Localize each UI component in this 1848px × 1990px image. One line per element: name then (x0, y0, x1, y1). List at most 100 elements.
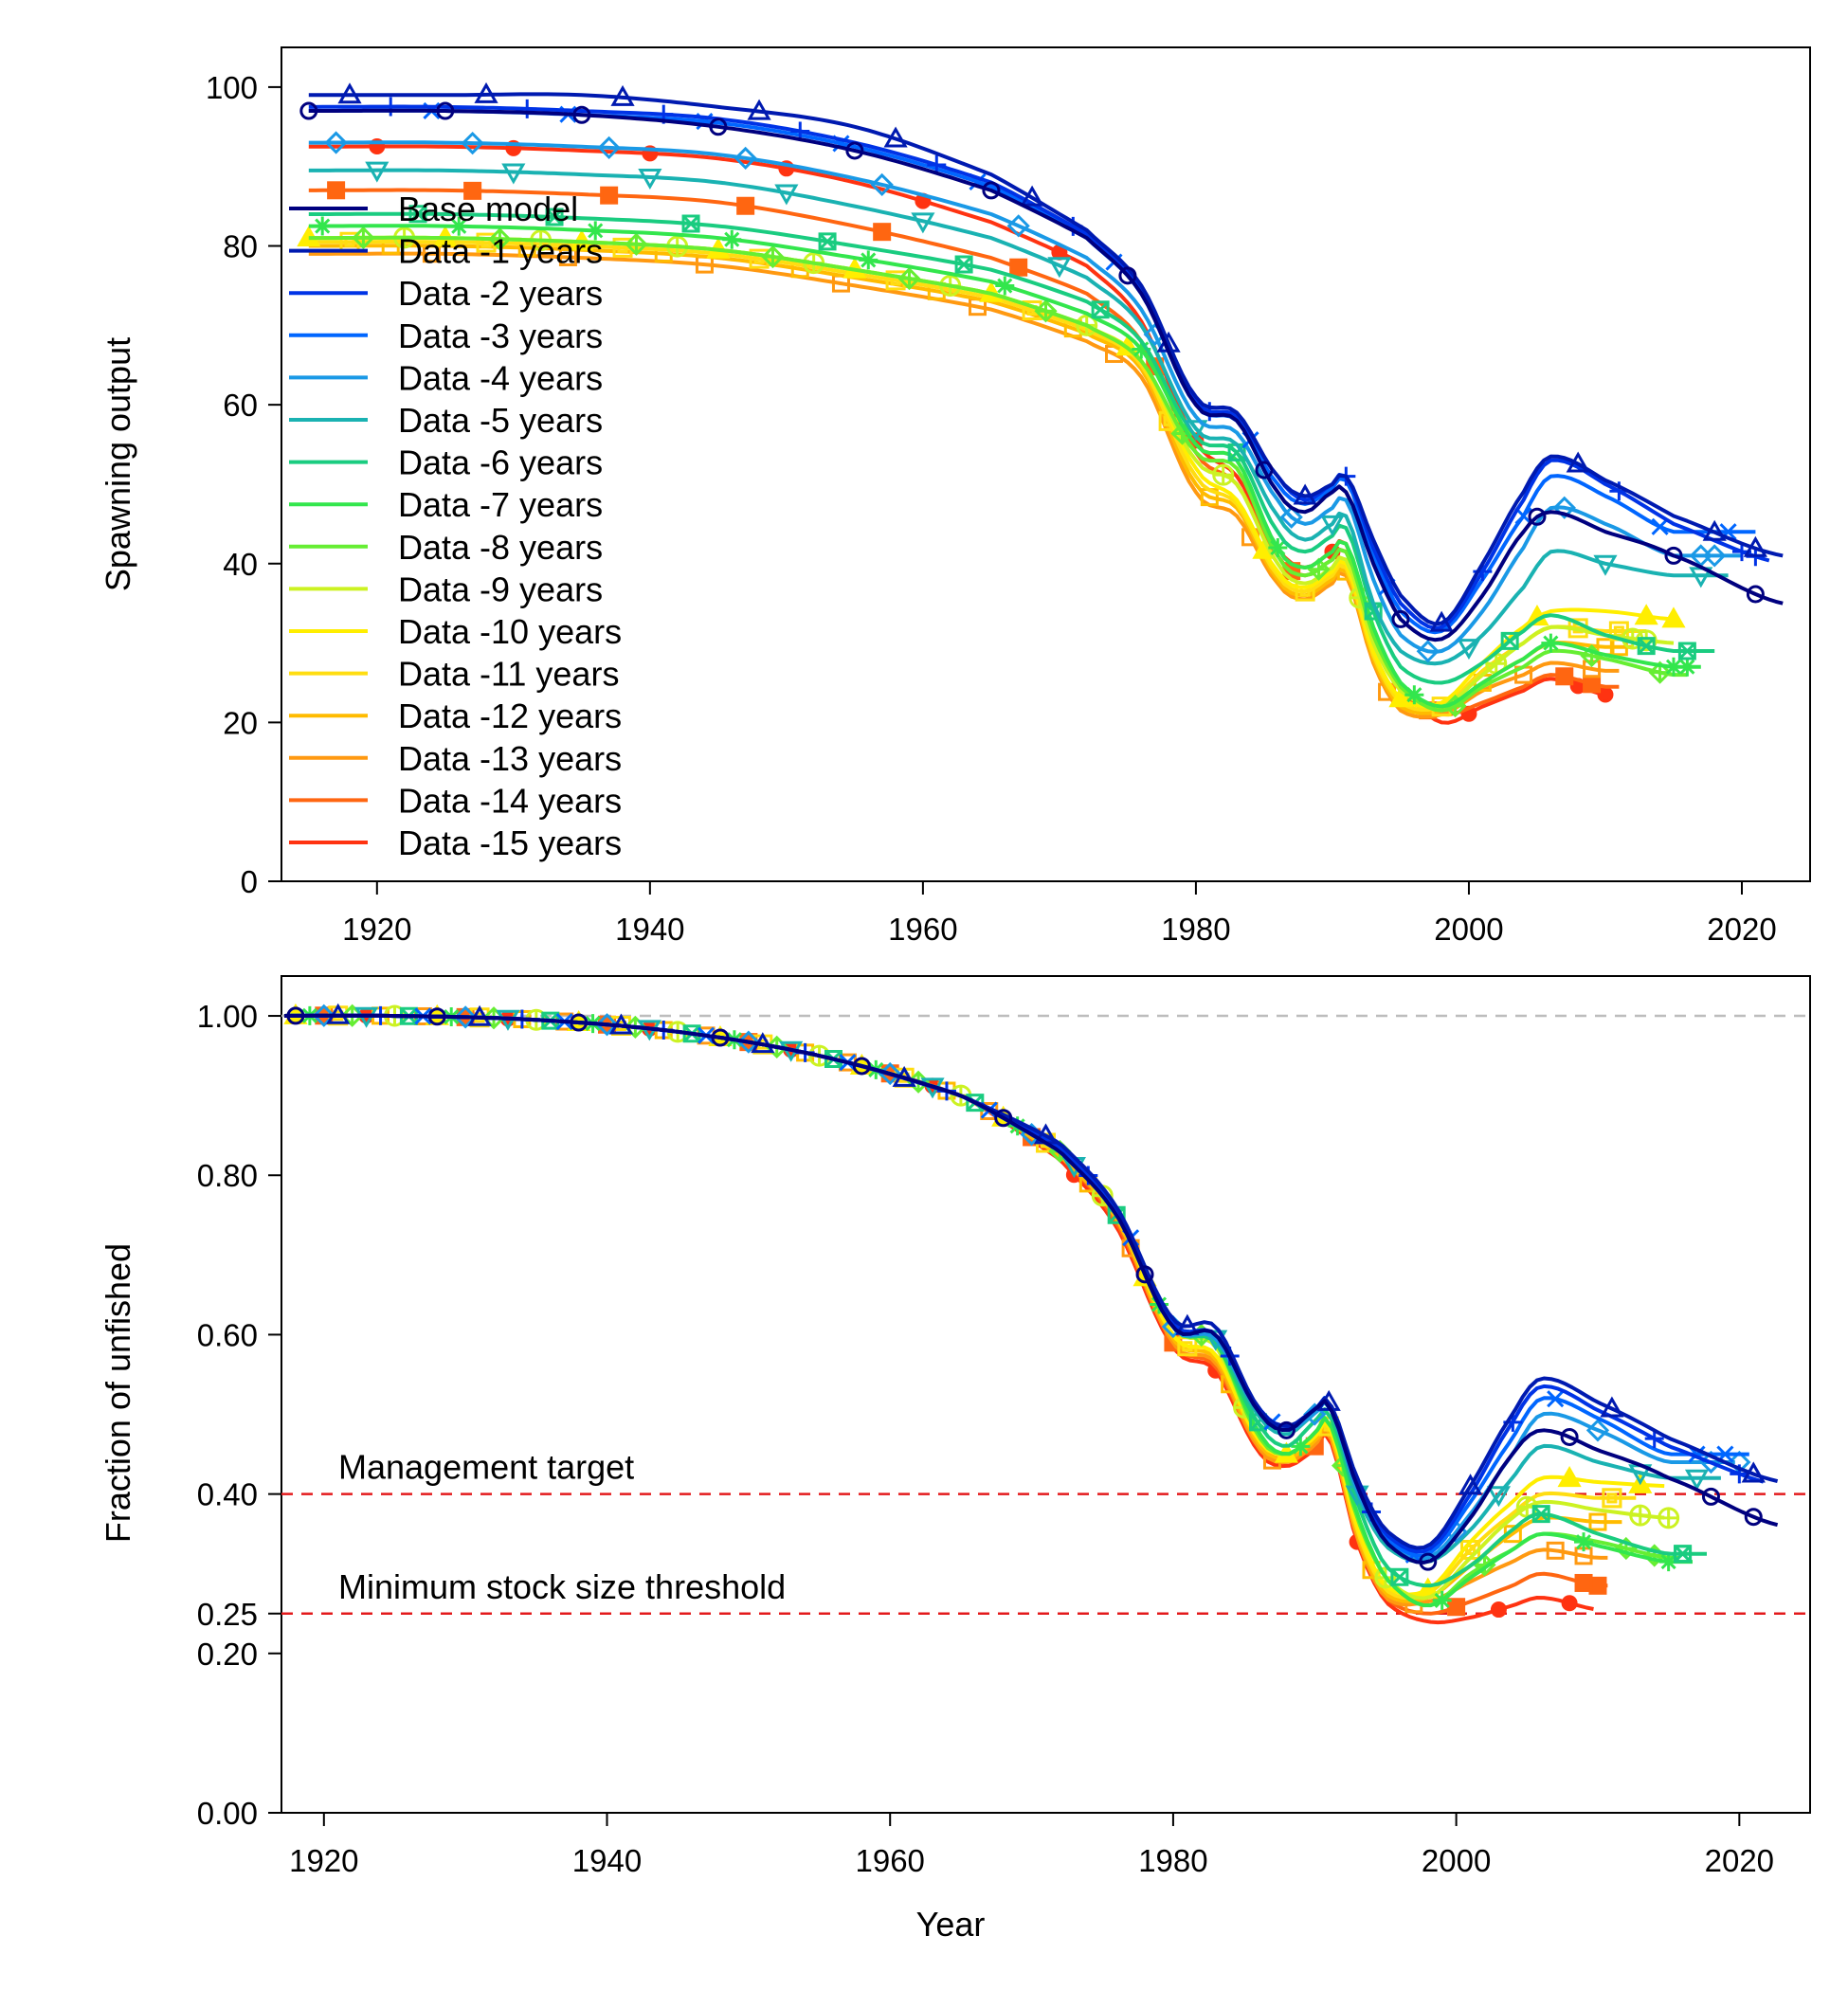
bottom-series-marker (312, 1004, 335, 1027)
top-series-marker (1020, 185, 1044, 207)
top-series-marker (1034, 299, 1058, 323)
top-series-marker (474, 81, 498, 103)
bottom-series-marker (1458, 1474, 1483, 1495)
top-series-marker (818, 232, 837, 251)
bottom-series-marker (286, 1006, 305, 1025)
top-series-marker (774, 184, 799, 206)
top-series-7 (308, 216, 1701, 709)
legend-item: Base model (289, 190, 578, 228)
bottom-series-marker (1390, 1567, 1409, 1586)
bottom-series-line (283, 1013, 1594, 1625)
top-series-marker (597, 136, 621, 160)
bottom-y-tick-label: 0.25 (197, 1597, 258, 1632)
top-series-marker (1500, 631, 1519, 650)
bottom-series-marker (570, 1013, 589, 1032)
top-y-tick-label: 20 (223, 705, 258, 740)
legend-label: Data -15 years (398, 823, 622, 862)
legend-item: Data -15 years (289, 823, 622, 862)
legend-item: Data -1 years (289, 232, 603, 271)
top-series-marker (517, 99, 537, 118)
top-series-marker (488, 227, 512, 251)
top-y-axis-label: Spawning output (99, 337, 137, 591)
legend-label: Data -6 years (398, 443, 603, 482)
bottom-series-marker (1432, 1590, 1452, 1610)
top-series-marker (873, 223, 892, 242)
top-series-marker (436, 101, 455, 120)
top-series-marker (995, 276, 1015, 296)
top-series-marker (1541, 633, 1561, 653)
legend-label: Data -2 years (398, 274, 603, 313)
top-series-marker (1583, 675, 1602, 694)
top-x-tick-label: 2000 (1434, 912, 1503, 947)
legend-item: Data -4 years (289, 358, 603, 397)
top-series-marker (572, 105, 591, 124)
reference-lines: Management target Minimum stock size thre… (281, 1014, 1810, 1616)
top-y-tick-label: 40 (223, 547, 258, 582)
bottom-series-marker (1629, 1504, 1652, 1527)
top-series-marker (1634, 604, 1658, 625)
bottom-y-tick-label: 0.60 (197, 1317, 258, 1352)
top-series-marker (610, 84, 635, 106)
top-series-marker (954, 255, 973, 274)
spawning-output-panel: 1920 1940 1960 1980 2000 2020 0 20 40 60 80 100 Ba… (99, 46, 1811, 947)
legend-item: Data -14 years (289, 781, 622, 820)
legend-label: Data -4 years (398, 358, 603, 397)
top-y-tick-label: 100 (206, 70, 258, 105)
top-series-marker (982, 181, 1001, 200)
top-series-marker (324, 131, 348, 154)
top-series-marker (1388, 686, 1413, 708)
bottom-series-line (283, 1013, 1622, 1603)
bottom-y-tick-label: 1.00 (197, 999, 258, 1034)
bottom-series-marker (1419, 1552, 1438, 1571)
top-series-marker (1320, 515, 1345, 536)
bottom-series-marker (1588, 1512, 1607, 1531)
top-series-line (308, 244, 1633, 715)
top-y-tick-label: 80 (223, 229, 258, 264)
legend-label: Data -8 years (398, 528, 603, 567)
legend-item: Data -7 years (289, 485, 603, 524)
bottom-y-tick-label: 0.80 (197, 1158, 258, 1193)
bottom-series-line (283, 1013, 1608, 1607)
top-series-marker (1006, 214, 1030, 238)
top-series-marker (1457, 639, 1481, 660)
legend-label: Data -5 years (398, 401, 603, 440)
bottom-series-marker (454, 1005, 478, 1029)
top-series-marker (1091, 300, 1110, 319)
legend-item: Data -2 years (289, 274, 603, 313)
top-series-marker (1416, 640, 1440, 663)
top-series-marker (1566, 451, 1590, 473)
top-series-marker (461, 131, 484, 155)
bottom-x-tick-label: 1960 (856, 1843, 925, 1878)
top-series-marker (1743, 535, 1767, 557)
top-series-marker (1677, 657, 1697, 677)
legend-item: Data -6 years (289, 443, 603, 482)
top-y-tick-label: 60 (223, 388, 258, 423)
top-series-marker (327, 181, 346, 200)
legend-label: Data -11 years (398, 655, 619, 694)
bottom-series-layer (283, 1003, 1779, 1625)
bottom-x-axis-label: Year (916, 1905, 986, 1944)
top-x-tick-label: 1940 (615, 912, 684, 947)
top-series-marker (1555, 667, 1574, 686)
top-series-marker (681, 214, 700, 233)
top-y-tick-label: 0 (241, 864, 258, 899)
top-series-marker (1664, 546, 1683, 565)
bottom-x-tick-label: 2000 (1422, 1843, 1491, 1878)
top-series-marker (1279, 505, 1303, 529)
bottom-series-marker (1490, 1601, 1507, 1619)
top-series-marker (1677, 642, 1696, 660)
top-series-marker (1132, 339, 1151, 359)
top-series-marker (638, 168, 662, 190)
top-series-marker (1651, 517, 1669, 535)
top-series-layer (297, 81, 1784, 725)
bottom-series-marker (1585, 1419, 1610, 1442)
legend-item: Data -9 years (289, 570, 603, 608)
top-series-6 (308, 205, 1715, 685)
bottom-series-marker (852, 1057, 871, 1076)
top-x-tick-label: 1920 (342, 912, 411, 947)
top-series-marker (1391, 609, 1410, 628)
top-series-marker (736, 196, 755, 215)
top-series-marker (449, 216, 469, 236)
bottom-series-marker (1560, 1427, 1579, 1446)
